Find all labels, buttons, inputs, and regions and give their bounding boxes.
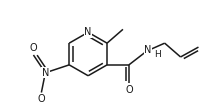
Text: N: N <box>42 68 49 78</box>
Text: O: O <box>30 43 37 53</box>
Text: O: O <box>38 94 45 104</box>
Text: N: N <box>85 27 92 37</box>
Text: H: H <box>154 50 160 59</box>
Text: O: O <box>125 85 133 95</box>
Text: N: N <box>144 45 152 55</box>
